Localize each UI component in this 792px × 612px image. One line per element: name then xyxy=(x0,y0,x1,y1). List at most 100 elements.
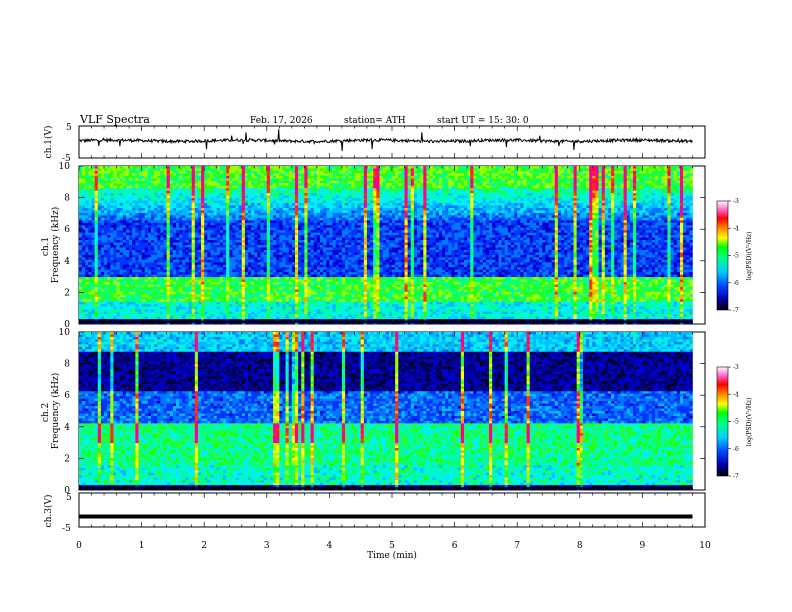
spectrogram-cell xyxy=(470,168,474,172)
spectrogram-cell xyxy=(326,210,343,214)
spectrogram-cell xyxy=(476,212,480,216)
spectrogram-cell xyxy=(636,207,640,211)
spectrogram-cell xyxy=(348,222,352,226)
spectrogram-cell xyxy=(395,170,402,174)
spectrogram-cell xyxy=(338,242,343,246)
spectrogram-cell xyxy=(244,188,258,191)
spectrogram-cell xyxy=(614,207,618,211)
spectrogram-cell xyxy=(197,217,202,221)
spectrogram-cell xyxy=(354,185,358,189)
spectrogram-cell xyxy=(241,227,246,231)
spectrogram-cell xyxy=(557,225,562,229)
spectrogram-cell xyxy=(241,200,246,204)
spectrogram-cell xyxy=(341,178,346,182)
spectrogram-cell xyxy=(260,193,264,196)
spectrogram-cell xyxy=(633,205,637,209)
spectrogram-cell xyxy=(554,193,559,196)
spectrogram-cell xyxy=(567,235,574,238)
spectrogram-cell xyxy=(100,178,105,182)
spectrogram-cell xyxy=(554,166,559,169)
spectrogram-cell xyxy=(510,220,518,224)
spectrogram-cell xyxy=(341,222,346,226)
spectrogram-cell xyxy=(642,198,646,201)
spectrogram-cell xyxy=(407,235,412,238)
spectrogram-cell xyxy=(623,242,628,246)
spectrogram-cell xyxy=(382,232,399,236)
spectrogram-cell xyxy=(182,188,186,191)
spectrogram-cell xyxy=(457,210,462,214)
spectrogram-cell xyxy=(310,232,321,236)
spectrogram-cell xyxy=(607,240,612,243)
spectrogram-cell xyxy=(611,178,615,182)
spectrogram-cell xyxy=(345,183,352,187)
spectrogram-cell xyxy=(426,237,430,241)
spectrogram-cell xyxy=(539,183,543,187)
spectrogram-cell xyxy=(523,235,527,238)
spectrogram-cell xyxy=(154,190,158,194)
spectrogram-cell xyxy=(404,168,408,172)
spectrogram-cell xyxy=(529,230,534,233)
spectrogram-cell xyxy=(404,198,408,201)
spectrogram-cell xyxy=(163,195,167,199)
spectrogram-cell xyxy=(535,212,540,216)
spectrogram-cell xyxy=(629,220,634,224)
spectrogram-cell xyxy=(604,205,609,209)
spectrogram-cell xyxy=(382,205,396,209)
spectrogram-cell xyxy=(520,198,524,201)
spectrogram-cell xyxy=(269,166,283,169)
spectrogram-cell xyxy=(176,220,192,224)
spectrogram-cell xyxy=(392,180,396,184)
spectrogram-cell xyxy=(611,170,615,174)
spectrogram-cell xyxy=(579,237,584,241)
spectrogram-cell xyxy=(166,247,171,251)
spectrogram-cell xyxy=(535,195,540,199)
spectrogram-cell xyxy=(582,237,590,241)
spectrogram-cell xyxy=(438,215,443,219)
spectrogram-cell xyxy=(482,217,487,221)
spectrogram-cell xyxy=(141,178,146,182)
spectrogram-cell xyxy=(451,227,462,231)
spectrogram-cell xyxy=(294,215,299,219)
spectrogram-cell xyxy=(614,173,621,177)
spectrogram-cell xyxy=(210,178,214,182)
spectrogram-cell xyxy=(523,245,527,248)
spectrogram-cell xyxy=(282,225,286,229)
spectrogram-cell xyxy=(169,195,180,199)
spectrogram-cell xyxy=(251,200,261,204)
spectrogram-cell xyxy=(316,217,321,221)
spectrogram-cell xyxy=(194,178,202,182)
spectrogram-cell xyxy=(251,230,255,233)
spectrogram-cell xyxy=(576,230,584,233)
spectrogram-cell xyxy=(620,222,624,226)
spectrogram-cell xyxy=(495,198,499,201)
spectrogram-cell xyxy=(429,225,437,229)
spectrogram-cell xyxy=(316,227,321,231)
spectrogram-cell xyxy=(510,237,518,241)
spectrogram-cell xyxy=(601,240,606,243)
spectrogram-cell xyxy=(579,188,584,191)
spectrogram-cell xyxy=(269,235,277,238)
spectrogram-cell xyxy=(595,183,599,187)
spectrogram-cell xyxy=(532,190,537,194)
spectrogram-cell xyxy=(182,175,186,179)
spectrogram-cell xyxy=(426,178,430,182)
spectrogram-cell xyxy=(420,166,424,169)
spectrogram-cell xyxy=(573,170,577,174)
spectrogram-cell xyxy=(257,245,268,248)
spectrogram-cell xyxy=(122,217,127,221)
spectrogram-cell xyxy=(97,183,102,187)
spectrogram-cell xyxy=(542,245,546,248)
spectrogram-cell xyxy=(642,222,646,226)
spectrogram-cell xyxy=(401,240,405,243)
spectrogram-cell xyxy=(260,178,268,182)
spectrogram-cell xyxy=(132,185,136,189)
spectrogram-cell xyxy=(382,168,390,172)
spectrogram-cell xyxy=(379,193,383,196)
spectrogram-cell xyxy=(532,240,537,243)
spectrogram-cell xyxy=(542,175,546,179)
spectrogram-cell xyxy=(191,240,196,243)
spectrogram-cell xyxy=(661,207,665,211)
spectrogram-cell xyxy=(172,230,177,233)
spectrogram-cell xyxy=(636,227,640,231)
spectrogram-cell xyxy=(197,245,202,248)
